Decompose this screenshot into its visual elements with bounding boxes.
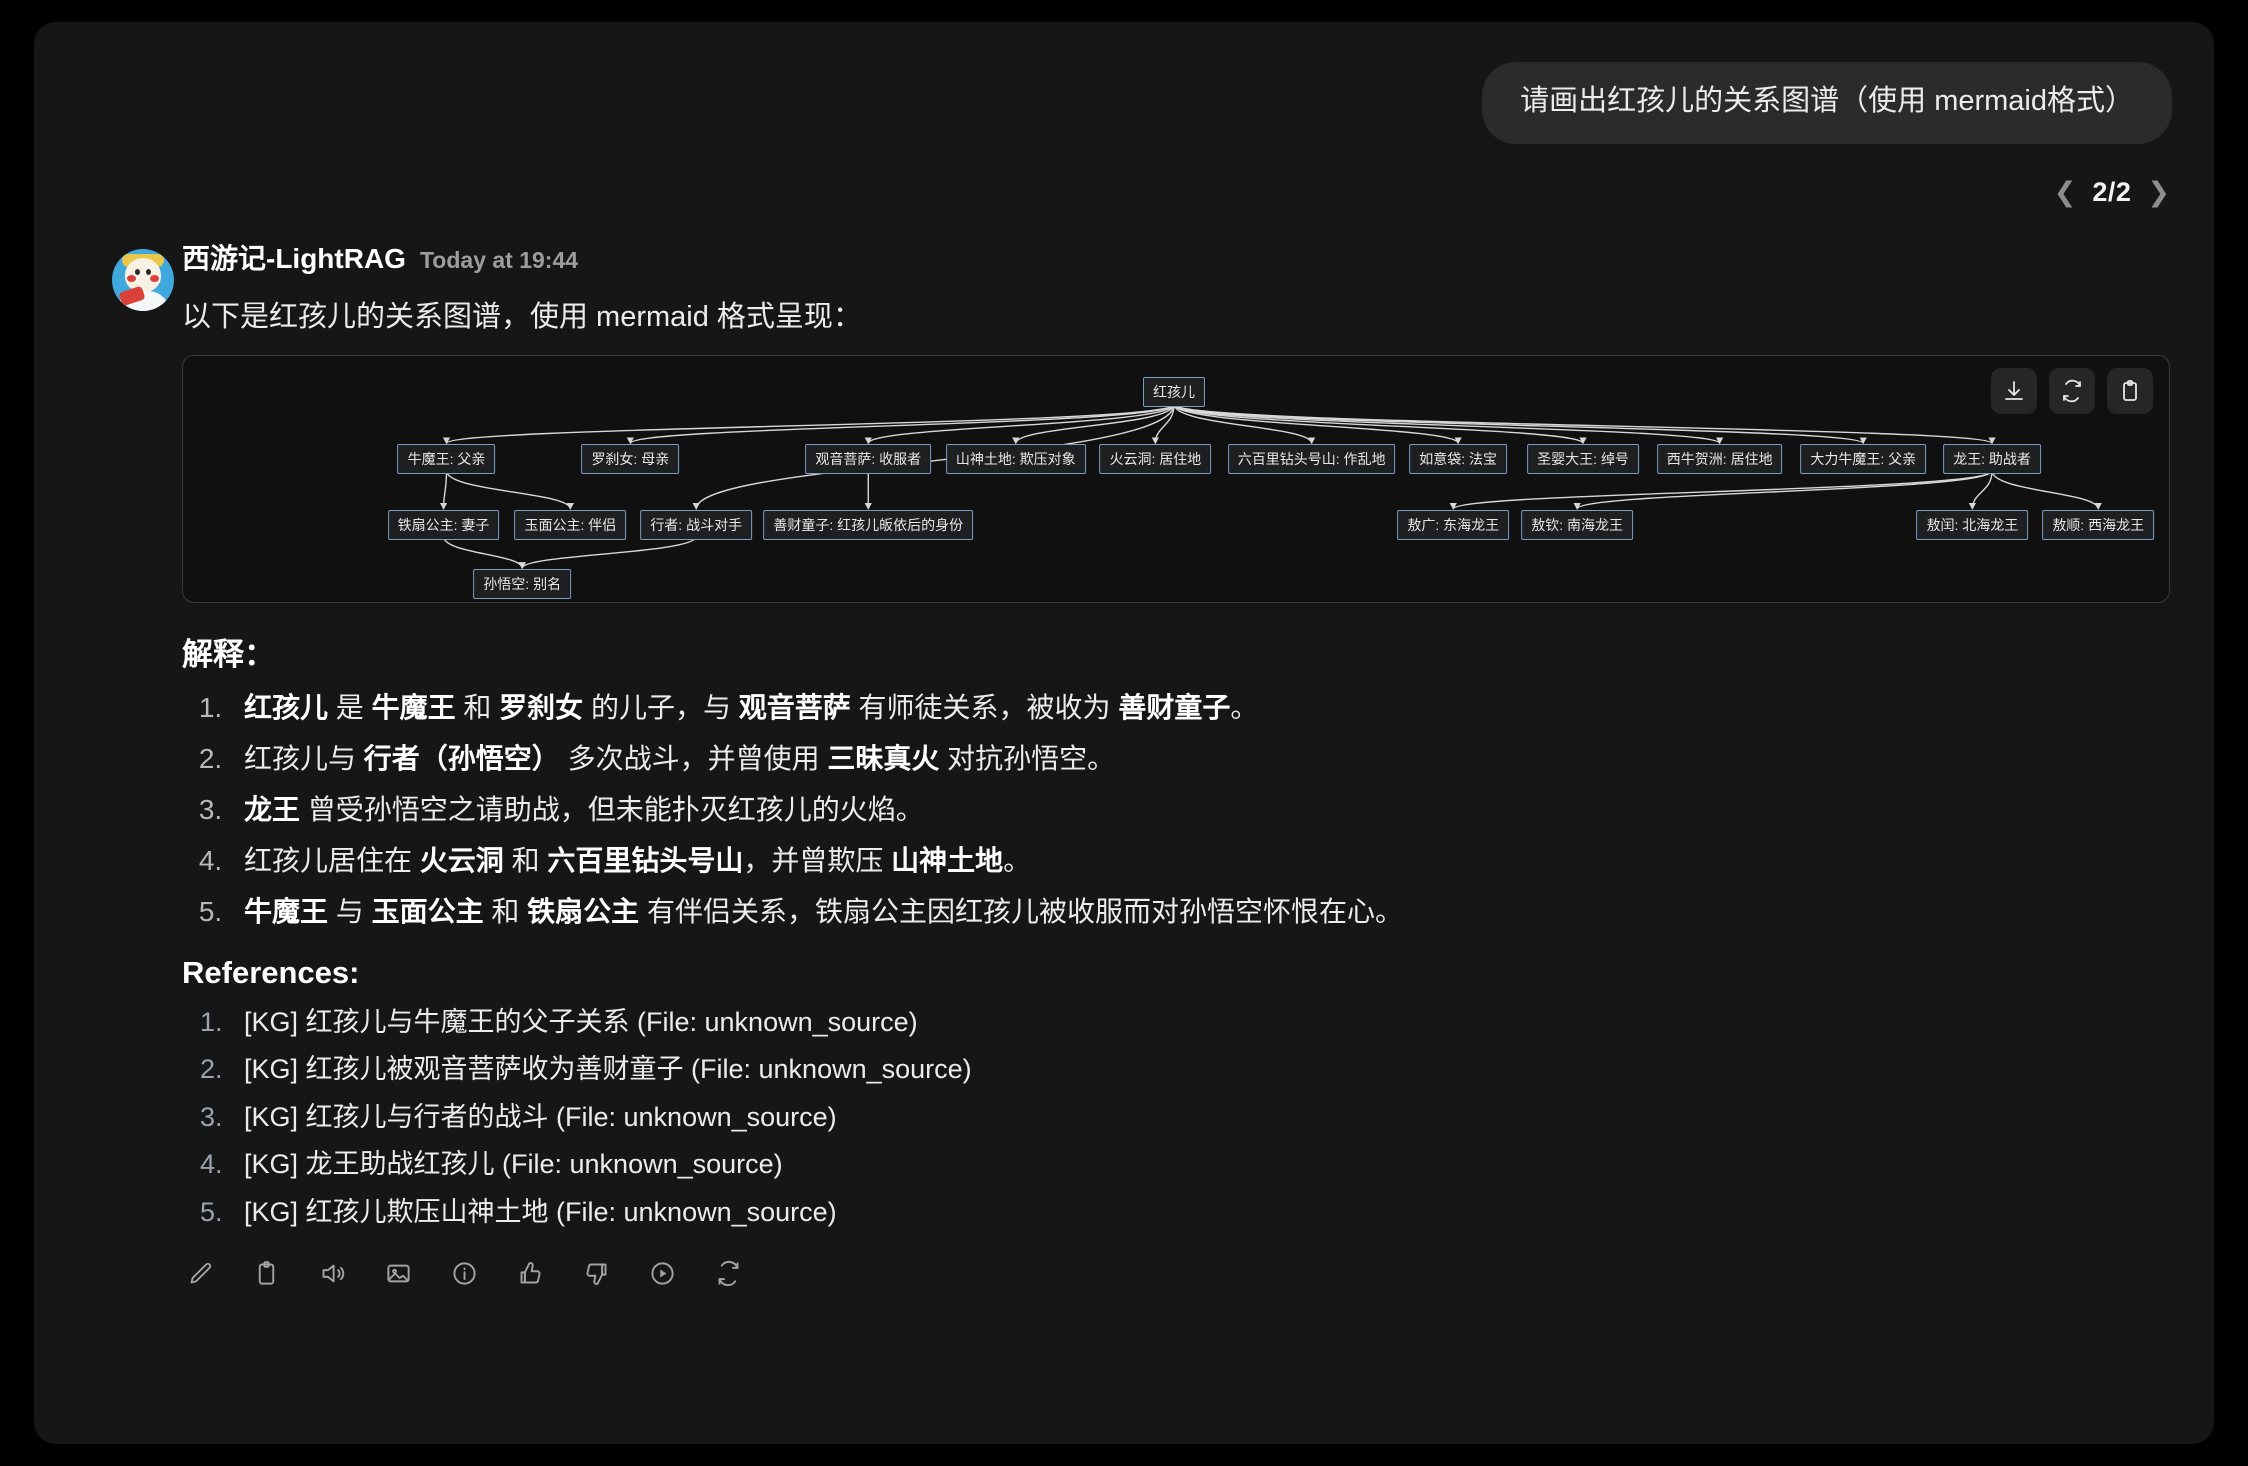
info-icon[interactable] xyxy=(444,1254,484,1294)
graph-node[interactable]: 孙悟空: 别名 xyxy=(473,568,572,599)
references-list: [KG] 红孩儿与牛魔王的父子关系 (File: unknown_source)… xyxy=(230,1006,2170,1228)
graph-node[interactable]: 观音菩萨: 收服者 xyxy=(805,443,932,474)
list-item: [KG] 龙王助战红孩儿 (File: unknown_source) xyxy=(230,1148,2170,1180)
graph-node[interactable]: 山神土地: 欺压对象 xyxy=(945,443,1086,474)
graph-edge xyxy=(1174,404,1723,445)
graph-edge xyxy=(1174,404,1867,445)
references-title: References: xyxy=(182,955,360,990)
graph-node[interactable]: 牛魔王: 父亲 xyxy=(397,443,496,474)
list-item: 红孩儿居住在 火云洞 和 六百里钻头号山，并曾欺压 山神土地。 xyxy=(230,843,2170,878)
chat-window: 请画出红孩儿的关系图谱（使用 mermaid格式） ❮ 2/2 ❯ 西游记-Li… xyxy=(34,22,2214,1444)
graph-edge xyxy=(1449,471,1992,510)
thumbs-down-icon[interactable] xyxy=(576,1254,616,1294)
assistant-message: 西游记-LightRAG Today at 19:44 以下是红孩儿的关系图谱，… xyxy=(112,237,2170,1294)
user-message-row: 请画出红孩儿的关系图谱（使用 mermaid格式） xyxy=(1482,62,2172,144)
message-timestamp: Today at 19:44 xyxy=(419,247,579,273)
graph-node[interactable]: 大力牛魔王: 父亲 xyxy=(1800,443,1927,474)
pager-count: 2/2 xyxy=(2092,177,2132,207)
list-item: 龙王 曾受孙悟空之请助战，但未能扑灭红孩儿的火焰。 xyxy=(230,792,2170,827)
graph-edge xyxy=(1174,404,1996,445)
play-icon[interactable] xyxy=(642,1254,682,1294)
list-item: [KG] 红孩儿与行者的战斗 (File: unknown_source) xyxy=(230,1101,2170,1133)
graph-edge xyxy=(1573,471,1992,510)
graph-edge xyxy=(446,471,574,510)
graph-edge xyxy=(1174,404,1587,445)
graph-node[interactable]: 火云洞: 居住地 xyxy=(1099,443,1212,474)
mermaid-diagram-card: 红孩儿牛魔王: 父亲 罗刹女: 母亲 观音菩萨: 收服者 山神土地: 欺压对象 火云洞:… xyxy=(182,355,2170,603)
graph-node[interactable]: 罗刹女: 母亲 xyxy=(581,443,680,474)
graph-edge xyxy=(440,471,447,510)
image-icon[interactable] xyxy=(378,1254,418,1294)
graph-edge xyxy=(864,404,1174,445)
chevron-left-icon[interactable]: ❮ xyxy=(2053,177,2077,207)
graph-node[interactable]: 行者: 战斗对手 xyxy=(640,509,753,540)
graph-node[interactable]: 红孩儿 xyxy=(1143,377,1206,408)
user-message-bubble: 请画出红孩儿的关系图谱（使用 mermaid格式） xyxy=(1482,62,2172,144)
message-actions xyxy=(180,1254,2170,1294)
graph-edge xyxy=(444,536,526,569)
copy-icon[interactable] xyxy=(246,1254,286,1294)
sender-line: 西游记-LightRAG Today at 19:44 xyxy=(182,237,2170,277)
edit-icon[interactable] xyxy=(180,1254,220,1294)
copy-icon[interactable] xyxy=(2107,368,2153,414)
graph-node[interactable]: 玉面公主: 伴侣 xyxy=(514,509,627,540)
graph-node[interactable]: 敖顺: 西海龙王 xyxy=(2042,509,2155,540)
graph-node[interactable]: 铁扇公主: 妻子 xyxy=(387,509,500,540)
assistant-intro-text: 以下是红孩儿的关系图谱，使用 mermaid 格式呈现： xyxy=(182,301,862,333)
graph-edge xyxy=(692,404,1174,510)
graph-node[interactable]: 敖闰: 北海龙王 xyxy=(1916,509,2029,540)
chevron-right-icon[interactable]: ❯ xyxy=(2147,177,2170,207)
list-item: [KG] 红孩儿被观音菩萨收为善财童子 (File: unknown_sourc… xyxy=(230,1053,2170,1085)
graph-node[interactable]: 敖广: 东海龙王 xyxy=(1397,509,1510,540)
graph-edge xyxy=(1968,471,1992,510)
refresh-icon[interactable] xyxy=(2049,368,2095,414)
graph-edge xyxy=(1174,404,1316,445)
explanation-title: 解释： xyxy=(182,637,275,672)
list-item: 牛魔王 与 玉面公主 和 铁扇公主 有伴侣关系，铁扇公主因红孩儿被收服而对孙悟空… xyxy=(230,894,2170,929)
speaker-icon[interactable] xyxy=(312,1254,352,1294)
graph-edge xyxy=(518,536,696,569)
graph-node[interactable]: 西牛贺洲: 居住地 xyxy=(1656,443,1783,474)
download-icon[interactable] xyxy=(1991,368,2037,414)
relationship-graph: 红孩儿牛魔王: 父亲 罗刹女: 母亲 观音菩萨: 收服者 山神土地: 欺压对象 火云洞:… xyxy=(183,356,2169,602)
graph-node[interactable]: 龙王: 助战者 xyxy=(1943,443,2041,474)
graph-edge xyxy=(1992,471,2102,510)
graph-node[interactable]: 善财童子: 红孩儿皈依后的身份 xyxy=(763,509,974,540)
list-item: 红孩儿 是 牛魔王 和 罗刹女 的儿子，与 观音菩萨 有师徒关系，被收为 善财童… xyxy=(230,690,2170,725)
graph-node[interactable]: 六百里钻头号山: 作乱地 xyxy=(1227,443,1396,474)
graph-node[interactable]: 圣婴大王: 绰号 xyxy=(1527,443,1639,474)
graph-node[interactable]: 如意袋: 法宝 xyxy=(1409,443,1508,474)
diagram-toolbar xyxy=(1991,368,2153,414)
graph-node[interactable]: 敖钦: 南海龙王 xyxy=(1521,509,1634,540)
message-pager: ❮ 2/2 ❯ xyxy=(2054,177,2170,208)
list-item: 红孩儿与 行者（孙悟空） 多次战斗，并曾使用 三昧真火 对抗孙悟空。 xyxy=(230,741,2170,776)
graph-edge xyxy=(443,404,1174,445)
graph-edge xyxy=(1012,404,1174,445)
list-item: [KG] 红孩儿欺压山神土地 (File: unknown_source) xyxy=(230,1196,2170,1228)
graph-edge xyxy=(1174,404,1462,445)
graph-edges xyxy=(440,356,2102,569)
list-item: [KG] 红孩儿与牛魔王的父子关系 (File: unknown_source) xyxy=(230,1006,2170,1038)
graph-edge xyxy=(627,404,1174,445)
explanation-list: 红孩儿 是 牛魔王 和 罗刹女 的儿子，与 观音菩萨 有师徒关系，被收为 善财童… xyxy=(230,690,2170,929)
sender-name: 西游记-LightRAG xyxy=(182,243,406,274)
thumbs-up-icon[interactable] xyxy=(510,1254,550,1294)
regenerate-icon[interactable] xyxy=(708,1254,748,1294)
avatar xyxy=(112,249,174,311)
